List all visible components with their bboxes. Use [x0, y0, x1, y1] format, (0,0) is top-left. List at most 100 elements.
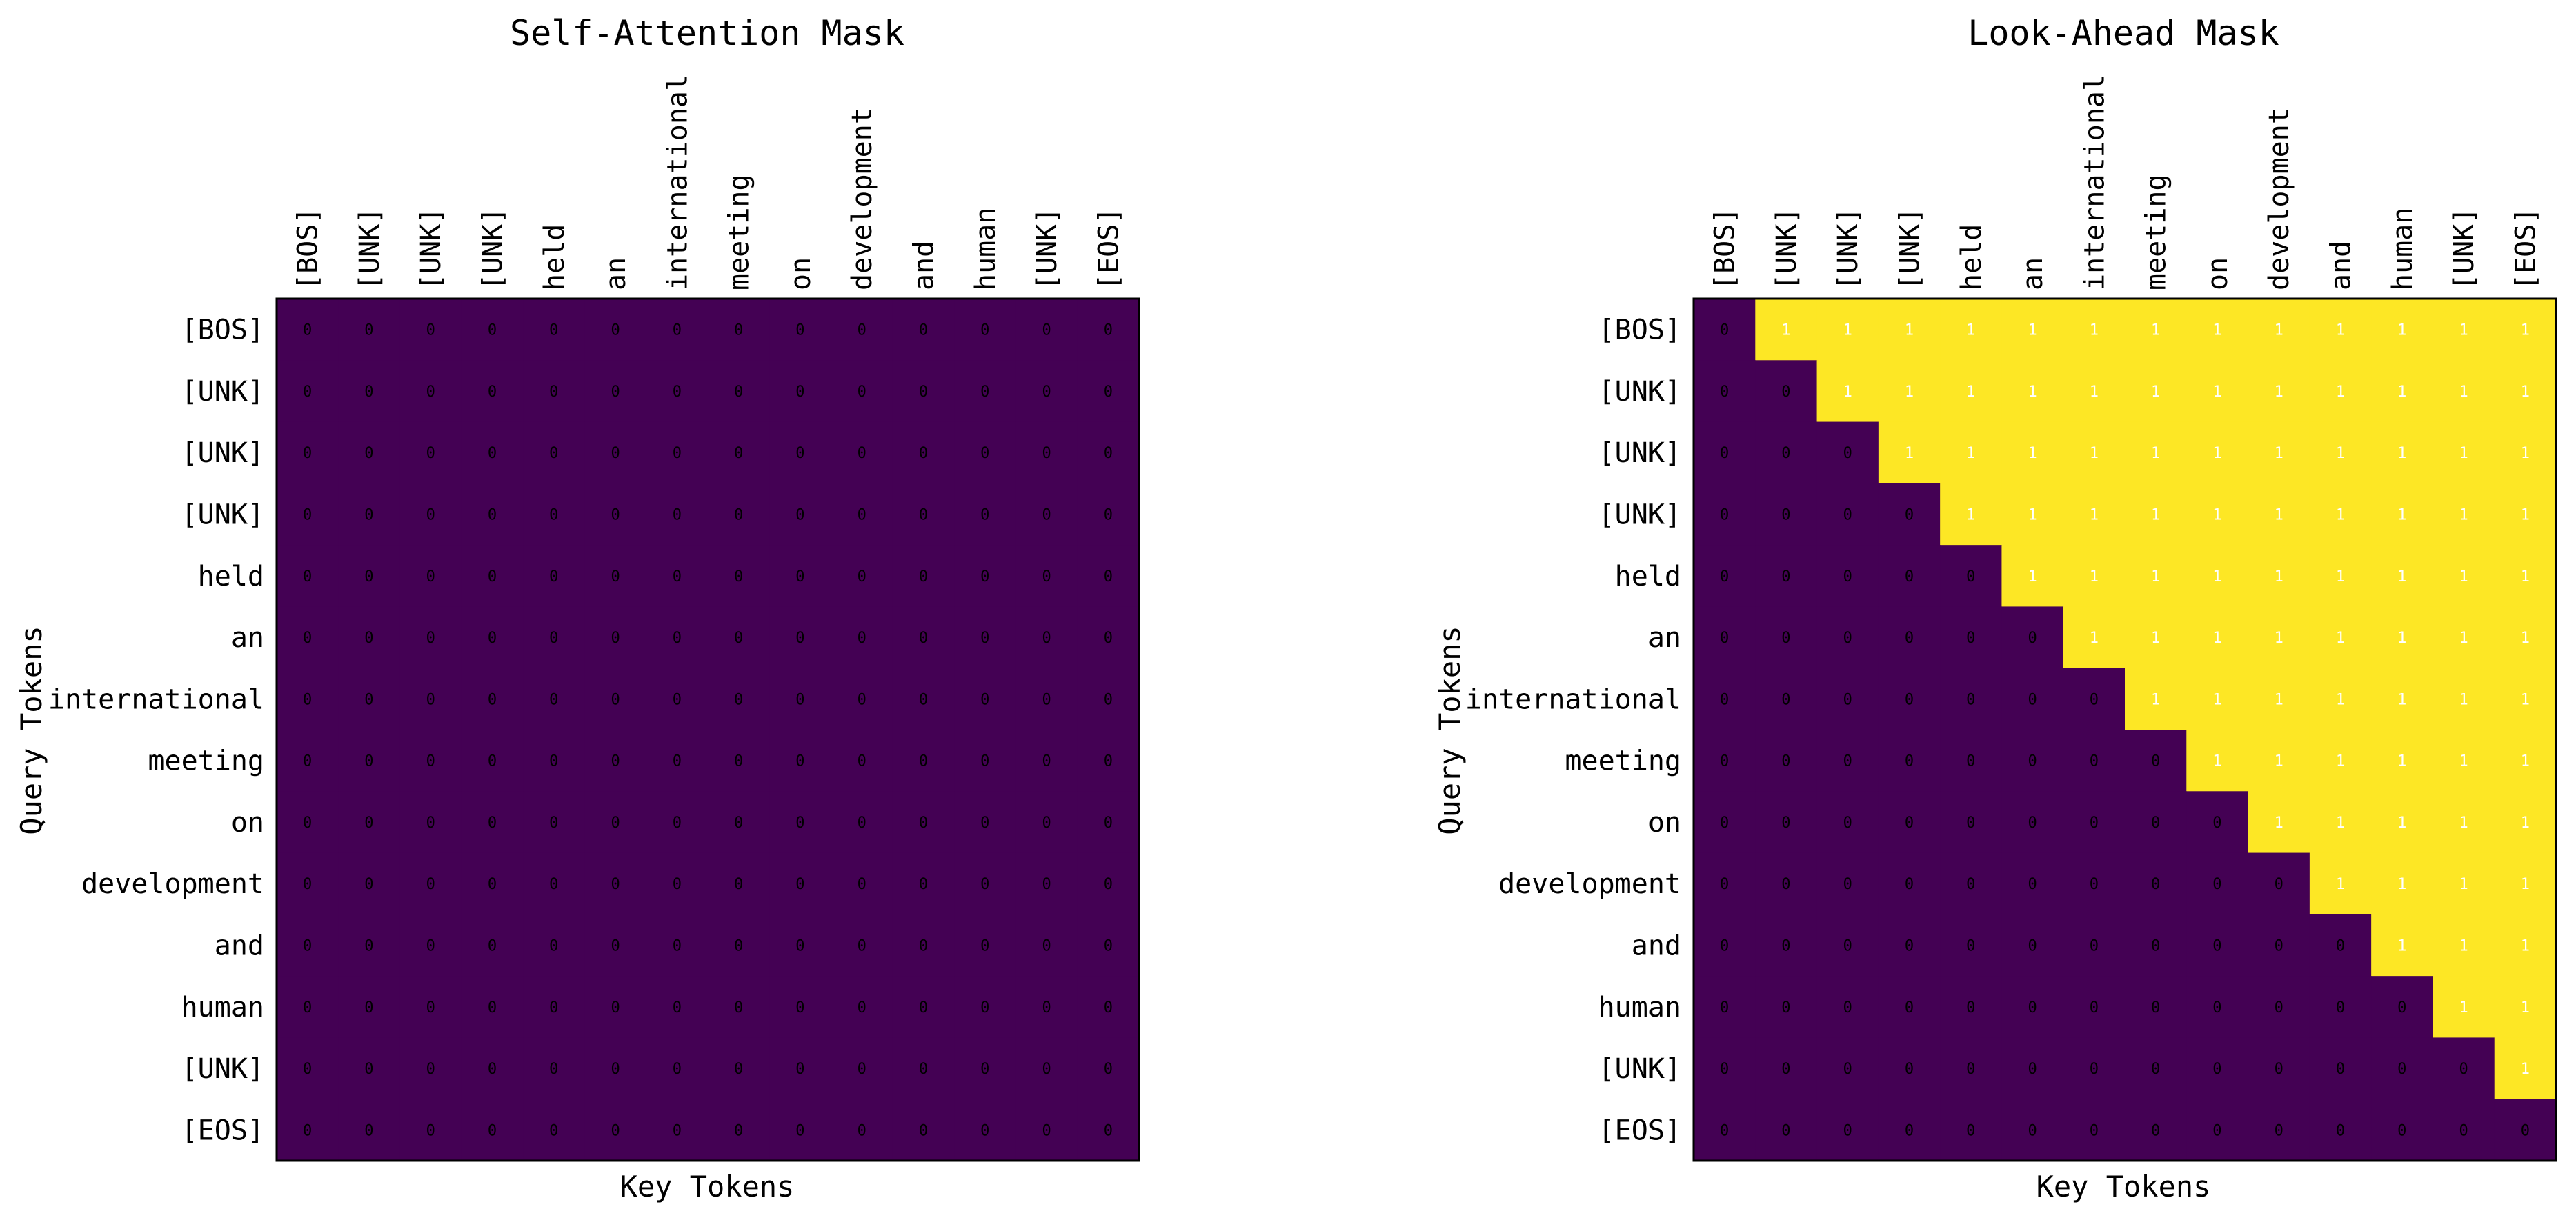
cell-value-label: 0 — [611, 1122, 620, 1139]
heatmap-cell — [954, 299, 1017, 361]
cell-value-label: 0 — [303, 445, 312, 462]
heatmap-cell — [1940, 483, 2003, 546]
heatmap-cell — [769, 483, 832, 546]
cell-value-label: 0 — [488, 876, 497, 893]
cell-value-label: 0 — [1781, 445, 1790, 462]
heatmap-cell — [1694, 606, 1756, 669]
cell-value-label: 0 — [1720, 999, 1729, 1017]
heatmap-cell — [338, 730, 401, 792]
cell-value-label: 0 — [364, 507, 373, 524]
cell-value-label: 0 — [611, 814, 620, 832]
heatmap-cell — [399, 852, 462, 915]
cell-value-label: 0 — [795, 383, 804, 401]
cell-value-label: 0 — [673, 1122, 682, 1139]
cell-value-label: 0 — [1843, 630, 1852, 647]
cell-value-label: 0 — [1104, 938, 1113, 955]
heatmap-cell — [2433, 545, 2495, 608]
heatmap-cell — [2063, 545, 2126, 608]
cell-value-label: 0 — [1781, 814, 1790, 832]
heatmap-cell — [277, 1037, 339, 1100]
x-tick-label: on — [785, 257, 817, 290]
chart-title: Self-Attention Mask — [510, 13, 904, 53]
heatmap-cell — [892, 852, 955, 915]
cell-value-label: 0 — [2090, 1122, 2099, 1139]
x-tick-label: [UNK] — [1894, 208, 1926, 290]
heatmap-cell — [2494, 606, 2557, 669]
y-tick-label: [EOS] — [1598, 1114, 1681, 1146]
cell-value-label: 0 — [611, 876, 620, 893]
cell-value-label: 0 — [488, 814, 497, 832]
cell-value-label: 0 — [673, 999, 682, 1017]
cell-value-label: 0 — [2336, 1122, 2345, 1139]
heatmap-cell — [2309, 360, 2372, 423]
heatmap-cell — [338, 1037, 401, 1100]
cell-value-label: 0 — [2090, 1061, 2099, 1078]
x-tick-label: [UNK] — [1832, 208, 1864, 290]
cell-value-label: 0 — [1781, 568, 1790, 586]
y-tick-label: held — [1615, 561, 1681, 592]
cell-value-label: 0 — [1843, 691, 1852, 708]
cell-value-label: 0 — [1781, 691, 1790, 708]
cell-value-label: 0 — [795, 322, 804, 339]
heatmap-cell — [769, 914, 832, 977]
cell-value-label: 0 — [426, 383, 435, 401]
heatmap-cell — [954, 1037, 1017, 1100]
cell-value-label: 0 — [303, 876, 312, 893]
heatmap-cell — [2186, 360, 2249, 423]
heatmap-cell — [277, 606, 339, 669]
cell-value-label: 0 — [2275, 1122, 2283, 1139]
cell-value-label: 0 — [2028, 938, 2037, 955]
heatmap-cell — [1015, 1037, 1078, 1100]
cell-value-label: 0 — [611, 999, 620, 1017]
cell-value-label: 0 — [426, 322, 435, 339]
cell-value-label: 1 — [2336, 568, 2345, 586]
heatmap-cell — [338, 852, 401, 915]
cell-value-label: 0 — [364, 691, 373, 708]
heatmap-cell — [831, 852, 893, 915]
cell-value-label: 0 — [2090, 814, 2099, 832]
cell-value-label: 0 — [426, 568, 435, 586]
cell-value-label: 0 — [980, 938, 989, 955]
heatmap-cell — [2125, 730, 2187, 792]
y-tick-label: [BOS] — [1598, 314, 1681, 346]
cell-value-label: 0 — [858, 876, 866, 893]
cell-value-label: 1 — [2090, 630, 2099, 647]
cell-value-label: 0 — [858, 630, 866, 647]
heatmap-cell — [2125, 791, 2187, 854]
cell-value-label: 0 — [1966, 876, 1975, 893]
cell-value-label: 0 — [734, 753, 743, 770]
cell-value-label: 1 — [2028, 445, 2037, 462]
y-axis-label: Query Tokens — [14, 626, 48, 834]
heatmap-cell — [2433, 852, 2495, 915]
look-ahead-mask-panel: Look-Ahead Mask Key Tokens Query Tokens … — [1433, 13, 2557, 1203]
heatmap-cell — [1940, 545, 2003, 608]
heatmap-cell — [1015, 360, 1078, 423]
cell-value-label: 0 — [549, 691, 558, 708]
cell-value-label: 1 — [2090, 445, 2099, 462]
y-tick-label: [EOS] — [181, 1114, 264, 1146]
x-tick-label: and — [2326, 241, 2357, 290]
cell-value-label: 0 — [426, 507, 435, 524]
cell-value-label: 1 — [2336, 876, 2345, 893]
cell-value-label: 0 — [1843, 1122, 1852, 1139]
cell-value-label: 0 — [1720, 938, 1729, 955]
heatmap-cell — [2371, 360, 2434, 423]
heatmap-cell — [1694, 914, 1756, 977]
heatmap-cell — [584, 545, 647, 608]
heatmap-frame — [1692, 297, 2557, 1162]
heatmap-cell — [831, 1037, 893, 1100]
cell-value-label: 1 — [2336, 445, 2345, 462]
heatmap-cell — [646, 852, 709, 915]
cell-value-label: 0 — [488, 1122, 497, 1139]
heatmap-cell — [2063, 852, 2126, 915]
cell-value-label: 1 — [1905, 445, 1914, 462]
cell-value-label: 0 — [549, 383, 558, 401]
cell-value-label: 0 — [426, 1061, 435, 1078]
heatmap-cell — [2494, 668, 2557, 730]
cell-value-label: 1 — [2212, 383, 2221, 401]
heatmap-cell — [831, 976, 893, 1039]
y-tick-label: [UNK] — [181, 1053, 264, 1085]
cell-value-label: 0 — [1720, 876, 1729, 893]
cell-value-label: 0 — [426, 876, 435, 893]
heatmap-cell — [769, 791, 832, 854]
